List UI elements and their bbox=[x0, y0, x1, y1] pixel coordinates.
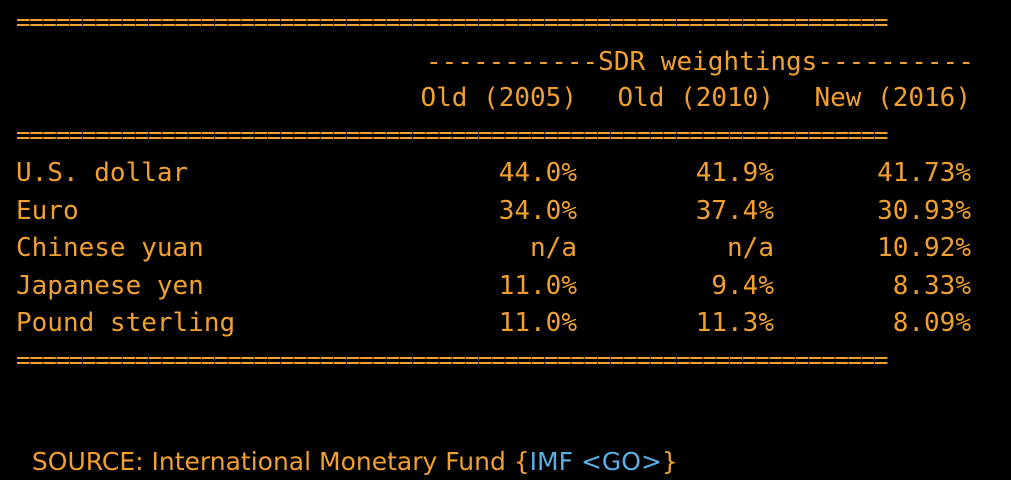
weight-old-2010: 37.4% bbox=[695, 196, 774, 226]
weight-new-2016: 8.09% bbox=[892, 308, 971, 338]
weight-new-2016: 8.33% bbox=[892, 271, 971, 301]
weight-new-2016: 10.92% bbox=[877, 233, 971, 263]
bottom-rule: ========================================… bbox=[16, 346, 888, 374]
table-row: Chinese yuan n/a n/a 10.92% bbox=[16, 230, 971, 266]
weight-new-2016: 41.73% bbox=[877, 158, 971, 188]
currency-name: Pound sterling bbox=[16, 308, 236, 338]
currency-name: Japanese yen bbox=[16, 271, 204, 301]
source-line: SOURCE: International Monetary Fund {IMF… bbox=[16, 408, 678, 476]
currency-name: Euro bbox=[16, 196, 79, 226]
weight-old-2010: n/a bbox=[727, 233, 774, 263]
weight-old-2005: 11.0% bbox=[498, 271, 577, 301]
weight-old-2005: n/a bbox=[530, 233, 577, 263]
table-row: Pound sterling 11.0% 11.3% 8.09% bbox=[16, 305, 971, 341]
source-close-brace: } bbox=[661, 447, 678, 476]
imf-go-link[interactable]: IMF <GO> bbox=[529, 447, 662, 476]
column-header-new-2016: New (2016) bbox=[814, 83, 971, 113]
table-row: Euro 34.0% 37.4% 30.93% bbox=[16, 193, 971, 229]
column-header-row: Old (2005) Old (2010) New (2016) bbox=[16, 80, 971, 116]
source-label: SOURCE: International Monetary Fund bbox=[31, 447, 514, 476]
column-header-old-2010: Old (2010) bbox=[617, 83, 774, 113]
currency-name: U.S. dollar bbox=[16, 158, 189, 188]
weight-old-2005: 44.0% bbox=[498, 158, 577, 188]
currency-name: Chinese yuan bbox=[16, 233, 204, 263]
table-row: U.S. dollar 44.0% 41.9% 41.73% bbox=[16, 155, 971, 191]
table-row: Japanese yen 11.0% 9.4% 8.33% bbox=[16, 268, 971, 304]
column-header-old-2005: Old (2005) bbox=[420, 83, 577, 113]
weight-old-2010: 11.3% bbox=[695, 308, 774, 338]
header-rule: ========================================… bbox=[16, 121, 888, 149]
sdr-weightings-group-header: -----------SDR weightings---------- bbox=[426, 47, 974, 77]
top-rule: ========================================… bbox=[16, 8, 888, 36]
weight-old-2010: 41.9% bbox=[695, 158, 774, 188]
weight-new-2016: 30.93% bbox=[877, 196, 971, 226]
weight-old-2005: 34.0% bbox=[498, 196, 577, 226]
weight-old-2005: 11.0% bbox=[498, 308, 577, 338]
source-open-brace: { bbox=[513, 447, 530, 476]
weight-old-2010: 9.4% bbox=[711, 271, 774, 301]
